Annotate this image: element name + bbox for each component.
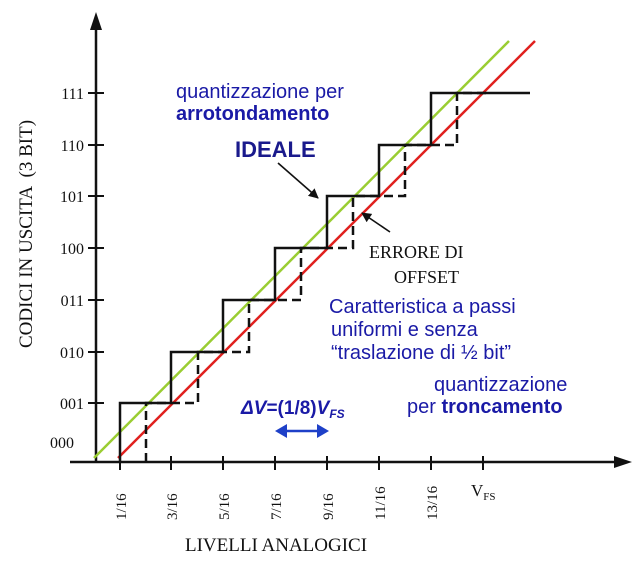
x-tick-label: 1/16	[114, 493, 130, 520]
y-code-label: 100	[60, 241, 84, 258]
characteristic-line2: uniformi e senza	[331, 319, 479, 341]
x-axis-arrowhead	[614, 456, 632, 468]
y-axis-title: CODICI IN USCITA (3 BIT)	[16, 120, 37, 348]
x-tick-label: 5/16	[217, 493, 233, 520]
offset-line	[117, 40, 536, 459]
ideale-arrow	[277, 162, 319, 199]
rounding-staircase	[118, 91, 530, 462]
y-code-label: 010	[60, 345, 84, 362]
y-code-labels: 000 001 010 011 100 101 110 111	[50, 86, 84, 452]
x-tick-label: 9/16	[321, 493, 337, 520]
x-tick-label: 13/16	[425, 485, 441, 520]
offset-label-line1: ERRORE DI	[369, 242, 464, 262]
x-tick-label-vfs: VFS	[471, 481, 496, 503]
rounding-label-line1: quantizzazione per	[176, 81, 344, 103]
y-code-label: 011	[61, 293, 84, 310]
offset-arrow	[361, 212, 391, 233]
truncation-label-line2: per troncamento	[407, 396, 563, 418]
truncation-staircase	[144, 91, 490, 462]
x-ticks	[119, 456, 484, 470]
ideale-label: IDEALE	[235, 137, 316, 162]
delta-v-arrow	[275, 424, 329, 438]
characteristic-line3: “traslazione di ½ bit”	[331, 342, 511, 364]
y-code-label: 001	[60, 396, 84, 413]
rounding-label-line2: arrotondamento	[176, 103, 329, 125]
characteristic-line1: Caratteristica a passi	[329, 296, 516, 318]
y-code-label: 110	[61, 138, 84, 155]
y-axis-arrowhead	[90, 12, 102, 30]
y-ticks	[88, 92, 104, 404]
x-tick-label: 3/16	[165, 493, 181, 520]
delta-v-formula: ΔV=(1/8)VFS	[240, 398, 345, 421]
x-tick-labels: 1/16 3/16 5/16 7/16 9/16 11/16 13/16	[114, 485, 441, 520]
truncation-label-line1: quantizzazione	[434, 374, 567, 396]
x-axis-title: LIVELLI ANALOGICI	[185, 535, 367, 556]
x-tick-label: 11/16	[373, 486, 389, 520]
y-code-label: 111	[61, 86, 84, 103]
x-tick-label: 7/16	[269, 493, 285, 520]
y-code-label: 101	[60, 189, 84, 206]
offset-label-line2: OFFSET	[394, 267, 459, 287]
y-code-label: 000	[50, 435, 74, 452]
